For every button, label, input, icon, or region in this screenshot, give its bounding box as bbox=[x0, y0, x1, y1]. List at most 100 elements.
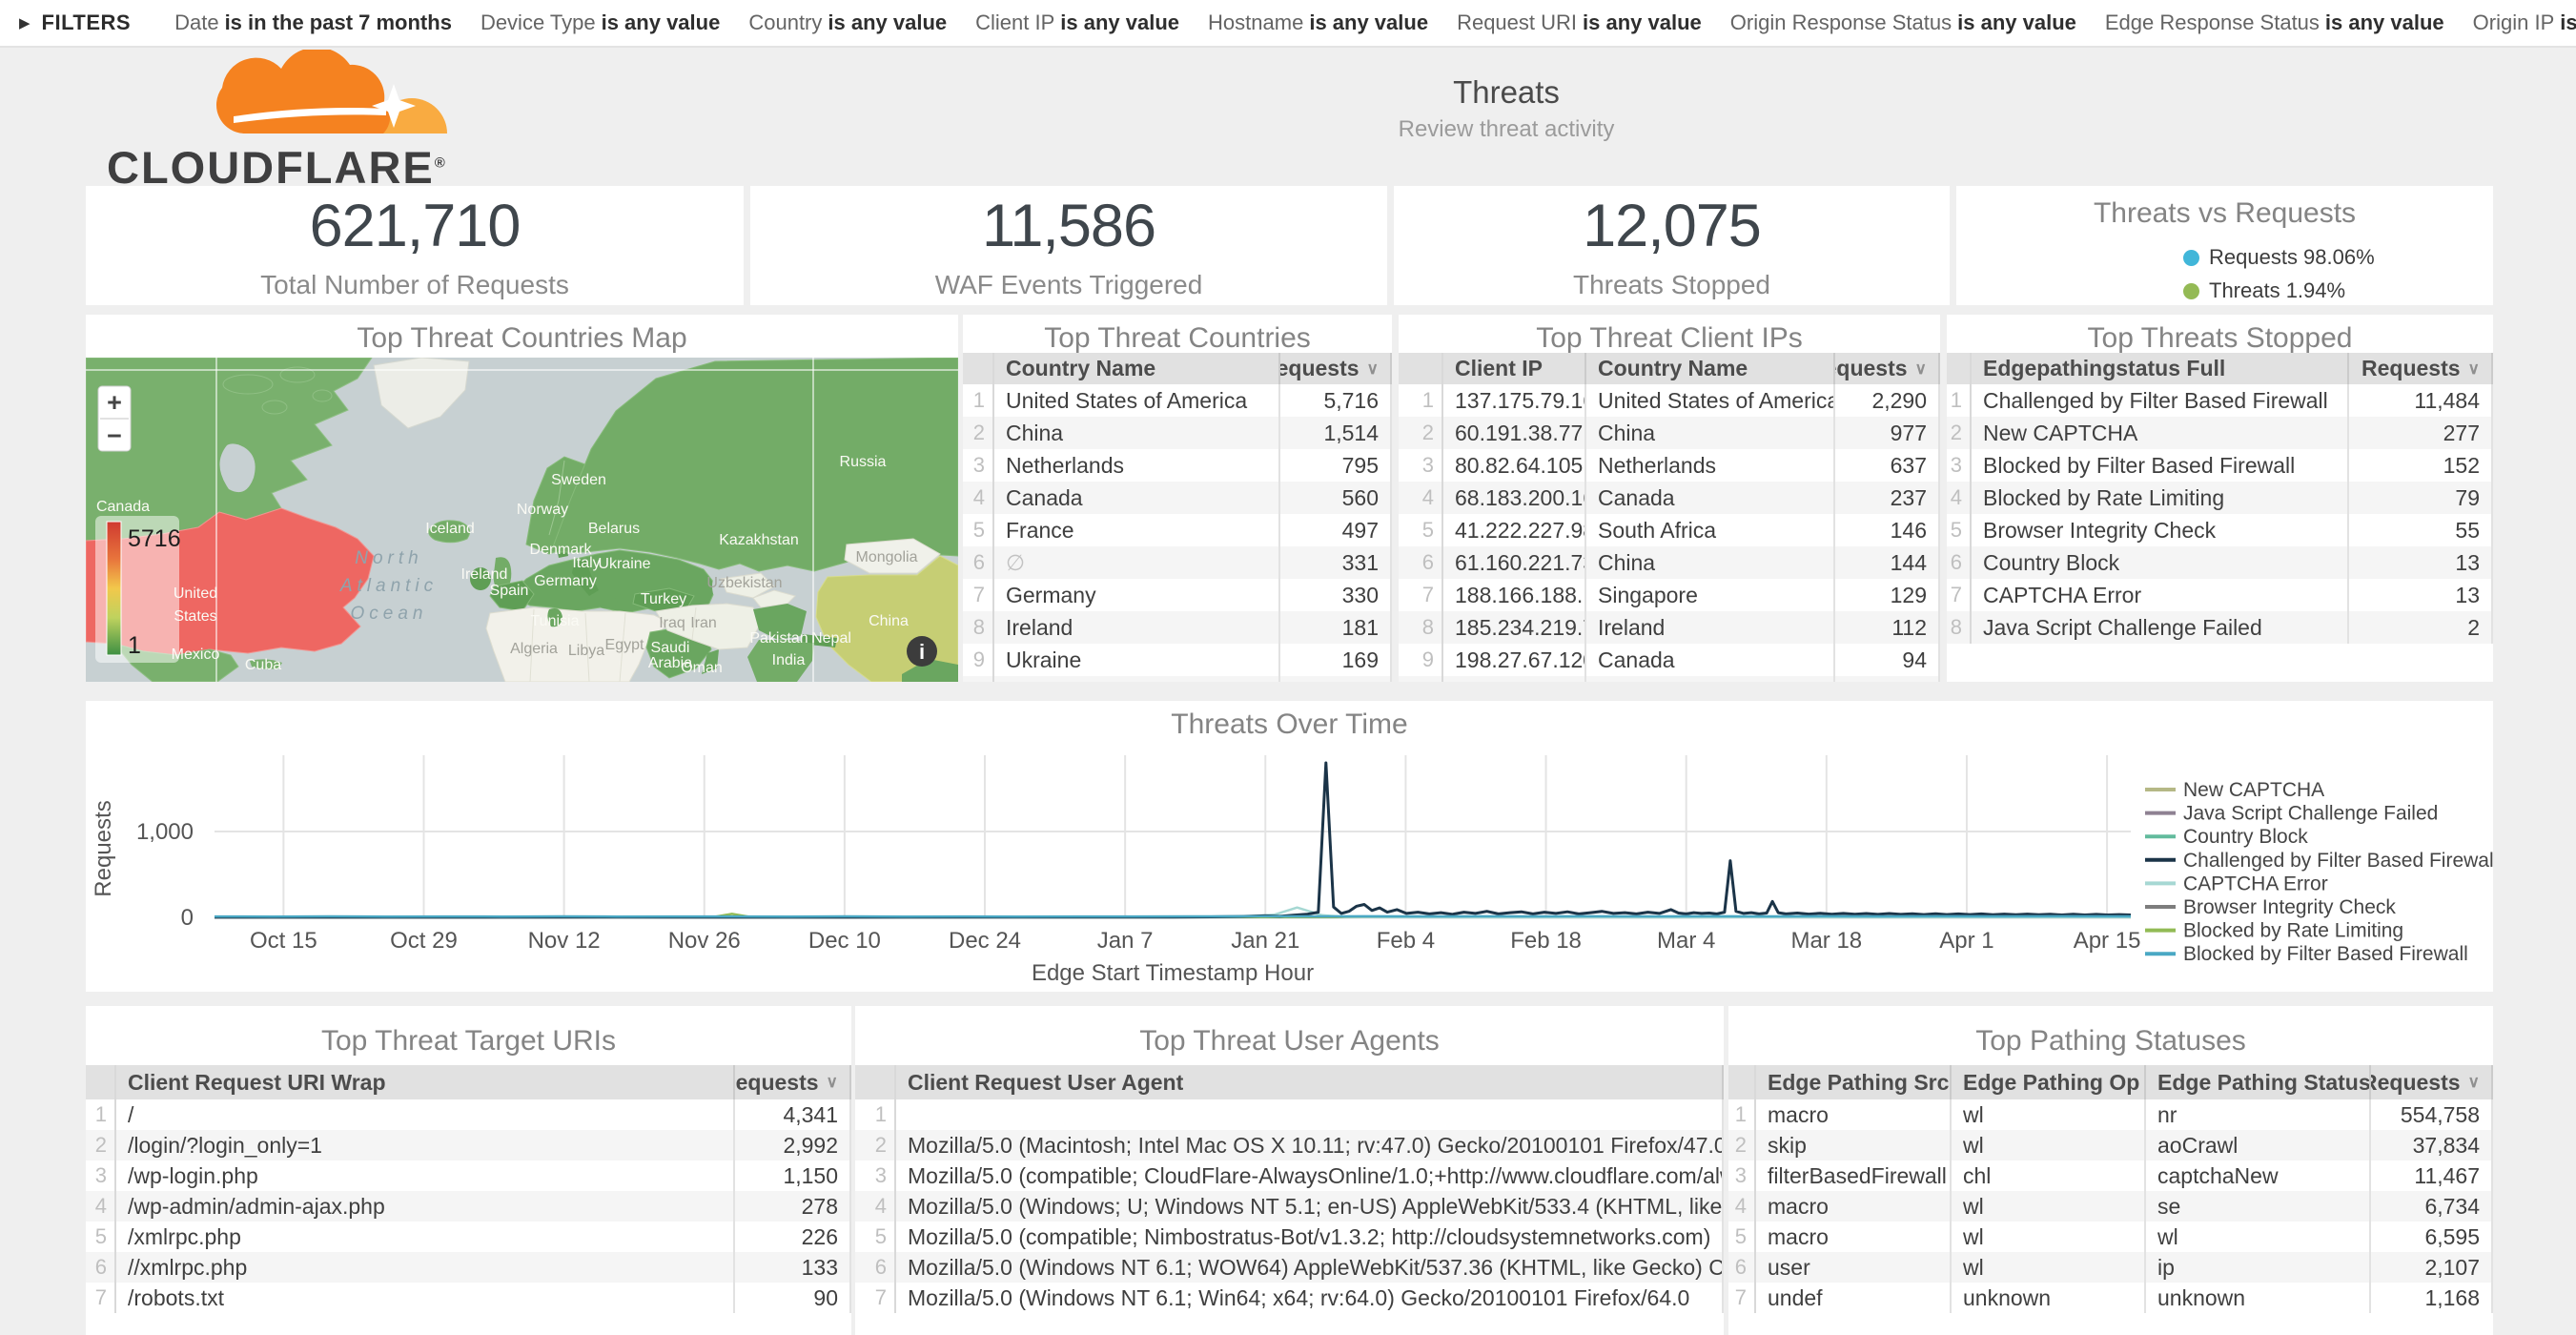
table-row[interactable]: 3 Netherlands 795 bbox=[963, 449, 1392, 482]
column-header-sortable[interactable]: Requests∨ bbox=[2371, 1065, 2493, 1099]
table-row[interactable]: 4 Canada 560 bbox=[963, 482, 1392, 514]
table-row[interactable]: 3 80.82.64.105 Netherlands 637 bbox=[1399, 449, 1940, 482]
threats-over-time-chart[interactable]: Oct 15 Oct 29 Nov 12 Nov 26 Dec 10 Dec 24 Jan … bbox=[86, 734, 2493, 992]
table-row[interactable]: 6 Mozilla/5.0 (Windows NT 6.1; WOW64) App… bbox=[855, 1252, 1724, 1283]
column-header[interactable]: Client Request URI Wrap bbox=[116, 1065, 735, 1099]
legend-item-threats[interactable]: Threats 1.94% bbox=[2183, 278, 2375, 303]
table-row[interactable]: 1 United States of America 5,716 bbox=[963, 384, 1392, 417]
chart-legend-item[interactable]: Country Block bbox=[2145, 826, 2308, 848]
table-row[interactable]: 468.183.200.167Canada237 bbox=[1399, 482, 1940, 514]
table-row[interactable]: 5/xmlrpc.php 226 bbox=[86, 1222, 851, 1252]
chart-legend-item[interactable]: Java Script Challenge Failed bbox=[2145, 803, 2438, 825]
country-iceland[interactable] bbox=[428, 520, 471, 544]
table-row[interactable]: 5 41.222.227.98 South Africa 146 bbox=[1399, 514, 1940, 546]
chart-legend-item[interactable]: Blocked by Filter Based Firewall bbox=[2145, 943, 2468, 965]
table-row[interactable]: 4 macro wl se 6,734 bbox=[1728, 1191, 2493, 1222]
table-row[interactable]: 7 Germany 330 bbox=[963, 579, 1392, 611]
table-row[interactable]: 9 198.27.67.120 Canada 94 bbox=[1399, 644, 1940, 676]
chart-legend-item[interactable]: CAPTCHA Error bbox=[2145, 873, 2328, 894]
table-row[interactable]: 10Singapore158 bbox=[963, 676, 1392, 682]
chart-legend-item[interactable]: New CAPTCHA bbox=[2145, 779, 2324, 801]
zoom-in-button[interactable]: + bbox=[107, 388, 122, 417]
table-row[interactable]: 8 Java Script Challenge Failed 2 bbox=[1947, 611, 2493, 644]
table-row[interactable]: 7 CAPTCHA Error 13 bbox=[1947, 579, 2493, 611]
table-row[interactable]: 8 Ireland 181 bbox=[963, 611, 1392, 644]
filter-chip-hostname[interactable]: Hostname is any value bbox=[1208, 10, 1429, 34]
column-header-sortable[interactable]: Requests∨ bbox=[1280, 353, 1392, 384]
column-header[interactable]: Edge Pathing Status bbox=[2146, 1065, 2371, 1099]
table-row[interactable]: 5 France 497 bbox=[963, 514, 1392, 546]
column-header[interactable]: Edgepathingstatus Full bbox=[1972, 353, 2349, 384]
column-header[interactable]: Client Request User Agent bbox=[896, 1065, 1724, 1099]
table-row[interactable]: 2 New CAPTCHA 277 bbox=[1947, 417, 2493, 449]
iraq-iran[interactable] bbox=[655, 603, 760, 650]
filter-chip-client-ip[interactable]: Client IP is any value bbox=[975, 10, 1180, 34]
table-row[interactable]: 3 Mozilla/5.0 (compatible; CloudFlare-Alw… bbox=[855, 1160, 1724, 1191]
zoom-out-button[interactable]: − bbox=[107, 421, 122, 450]
table-row[interactable]: 2/login/?login_only=1 2,992 bbox=[86, 1130, 851, 1160]
column-header[interactable]: Client IP bbox=[1443, 353, 1586, 384]
table-row[interactable]: 7 undef unknown unknown 1,168 bbox=[1728, 1283, 2493, 1313]
table-row[interactable]: 5 Browser Integrity Check 55 bbox=[1947, 514, 2493, 546]
column-header-sortable[interactable]: Requests∨ bbox=[1835, 353, 1940, 384]
country-italy[interactable] bbox=[572, 560, 599, 596]
table-row[interactable]: 6 ∅ 331 bbox=[963, 546, 1392, 579]
table-row[interactable]: 2 Mozilla/5.0 (Macintosh; Intel Mac OS X … bbox=[855, 1130, 1724, 1160]
table-row[interactable]: 1 bbox=[855, 1099, 1724, 1130]
filter-chip-request-uri[interactable]: Request URI is any value bbox=[1457, 10, 1702, 34]
column-header[interactable]: Country Name bbox=[994, 353, 1280, 384]
filter-chip-edge-response-status[interactable]: Edge Response Status is any value bbox=[2104, 10, 2444, 34]
column-header-sortable[interactable]: Requests∨ bbox=[735, 1065, 851, 1099]
chart-legend-item[interactable]: Blocked by Rate Limiting bbox=[2145, 920, 2403, 942]
country-uzbekistan[interactable] bbox=[720, 572, 775, 599]
table-row[interactable]: 3/wp-login.php 1,150 bbox=[86, 1160, 851, 1191]
table-row[interactable]: 2 China 1,514 bbox=[963, 417, 1392, 449]
table-row[interactable]: 4 Blocked by Rate Limiting 79 bbox=[1947, 482, 2493, 514]
country-pakistan[interactable] bbox=[753, 604, 807, 640]
column-header[interactable]: Edge Pathing Op bbox=[1952, 1065, 2146, 1099]
table-row[interactable]: 5 macro wl wl 6,595 bbox=[1728, 1222, 2493, 1252]
world-map[interactable]: Canada United States Mexico Cuba Iceland Irela… bbox=[86, 358, 958, 682]
table-row[interactable]: 2 60.191.38.77 China 977 bbox=[1399, 417, 1940, 449]
country-oman[interactable] bbox=[702, 649, 719, 674]
table-row[interactable]: 1 macro wl nr 554,758 bbox=[1728, 1099, 2493, 1130]
table-row[interactable]: 5 Mozilla/5.0 (compatible; Nimbostratus-B… bbox=[855, 1222, 1724, 1252]
table-row[interactable]: 1 Challenged by Filter Based Firewall 11,4… bbox=[1947, 384, 2493, 417]
column-header-sortable[interactable]: Requests∨ bbox=[2349, 353, 2493, 384]
table-row[interactable]: 6 Country Block 13 bbox=[1947, 546, 2493, 579]
table-row[interactable]: 9 Ukraine 169 bbox=[963, 644, 1392, 676]
chart-legend-item[interactable]: Browser Integrity Check bbox=[2145, 896, 2396, 918]
filter-chip-date[interactable]: Date is in the past 7 months bbox=[174, 10, 452, 34]
table-row[interactable]: 2 skip wl aoCrawl 37,834 bbox=[1728, 1130, 2493, 1160]
filters-toggle[interactable]: ▶ FILTERS bbox=[19, 10, 131, 35]
country-india[interactable] bbox=[747, 640, 814, 682]
country-cuba[interactable] bbox=[250, 659, 282, 669]
table-row[interactable]: 4/wp-admin/admin-ajax.php 278 bbox=[86, 1191, 851, 1222]
filter-chip-country[interactable]: Country is any value bbox=[748, 10, 948, 34]
table-row[interactable]: 6 61.160.221.73 China 144 bbox=[1399, 546, 1940, 579]
country-russia[interactable] bbox=[550, 358, 958, 572]
filter-chip-origin-response-status[interactable]: Origin Response Status is any value bbox=[1729, 10, 2076, 34]
column-header[interactable]: Edge Pathing Src bbox=[1756, 1065, 1952, 1099]
country-mongolia[interactable] bbox=[844, 538, 941, 574]
table-row[interactable]: 1/4,341 bbox=[86, 1099, 851, 1130]
map-info-button[interactable]: i bbox=[907, 636, 937, 667]
table-row[interactable]: 7 Mozilla/5.0 (Windows NT 6.1; Win64; x64… bbox=[855, 1283, 1724, 1313]
table-row[interactable]: 4 Mozilla/5.0 (Windows; U; Windows NT 5.1… bbox=[855, 1191, 1724, 1222]
table-row[interactable]: 3 filterBasedFirewall chl captchaNew 11,467 bbox=[1728, 1160, 2493, 1191]
country-ireland[interactable] bbox=[470, 567, 491, 590]
chart-legend-item[interactable]: Challenged by Filter Based Firewall bbox=[2145, 850, 2493, 872]
table-row[interactable]: 1061.160.247.127China88 bbox=[1399, 676, 1940, 682]
country-tunisia[interactable] bbox=[547, 608, 562, 627]
filter-chip-device-type[interactable]: Device Type is any value bbox=[480, 10, 721, 34]
table-row[interactable]: 3 Blocked by Filter Based Firewall 152 bbox=[1947, 449, 2493, 482]
column-header[interactable]: Country Name bbox=[1586, 353, 1835, 384]
table-row[interactable]: 6 user wl ip 2,107 bbox=[1728, 1252, 2493, 1283]
legend-item-requests[interactable]: Requests 98.06% bbox=[2183, 245, 2375, 270]
table-row[interactable]: 7/robots.txt 90 bbox=[86, 1283, 851, 1313]
country-greenland[interactable] bbox=[373, 358, 470, 429]
